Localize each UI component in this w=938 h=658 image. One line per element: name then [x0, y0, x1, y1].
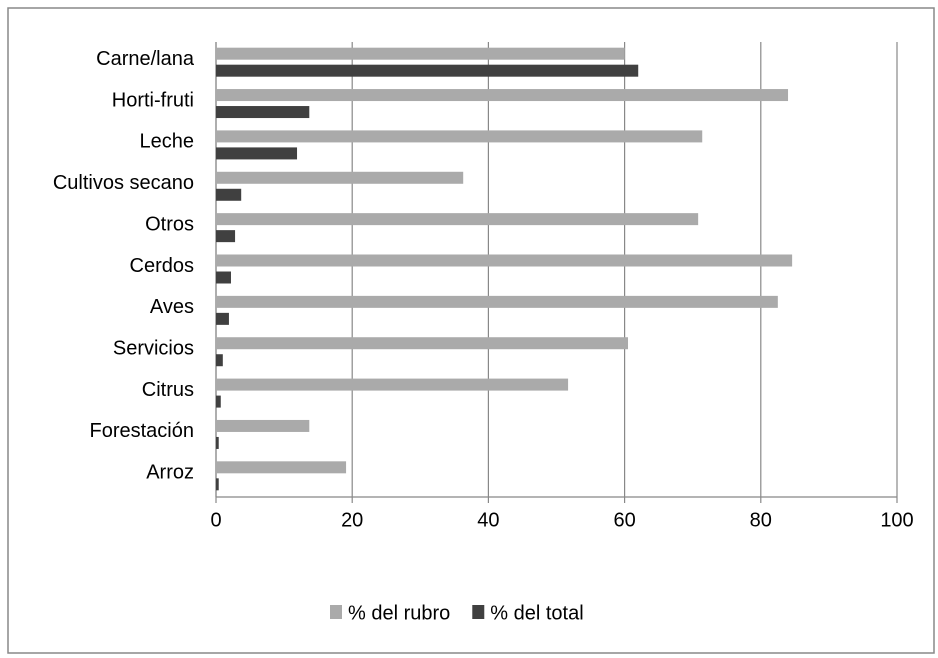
bar: [216, 130, 703, 143]
x-tick-label: 0: [210, 509, 221, 531]
bar: [216, 47, 625, 60]
x-tick-label: 80: [750, 509, 772, 531]
bar: [216, 64, 639, 77]
bar: [216, 147, 298, 160]
bar: [216, 89, 789, 102]
y-tick-label: Arroz: [146, 462, 194, 484]
bar: [216, 188, 242, 201]
legend-swatch: [330, 605, 342, 619]
x-tick-label: 40: [477, 509, 499, 531]
legend-label: % del rubro: [348, 602, 450, 624]
bar: [216, 213, 699, 226]
chart-border: [7, 7, 935, 654]
bar: [216, 354, 223, 367]
legend-label: % del total: [490, 602, 583, 624]
bar: [216, 271, 231, 284]
bar: [216, 436, 219, 449]
y-tick-label: Otros: [145, 213, 194, 235]
bar: [216, 295, 778, 308]
y-tick-label: Cerdos: [130, 255, 194, 277]
bar: [216, 378, 569, 391]
bar: [216, 312, 229, 325]
legend-swatch: [472, 605, 485, 619]
y-tick-label: Cultivos secano: [53, 172, 194, 194]
x-tick-label: 20: [341, 509, 363, 531]
y-tick-label: Aves: [150, 296, 194, 318]
bar: [216, 171, 464, 184]
bar: [216, 106, 310, 119]
y-tick-label: Carne/lana: [96, 48, 195, 70]
bar: [216, 419, 310, 432]
x-tick-label: 100: [880, 509, 913, 531]
y-tick-label: Horti-fruti: [112, 89, 194, 111]
bar: [216, 461, 347, 474]
y-tick-label: Servicios: [113, 338, 194, 360]
bar: [216, 230, 236, 243]
bar: [216, 395, 221, 408]
x-tick-label: 60: [613, 509, 635, 531]
bar: [216, 478, 219, 491]
y-tick-label: Leche: [140, 131, 195, 153]
y-tick-label: Citrus: [142, 379, 194, 401]
y-tick-label: Forestación: [90, 420, 195, 442]
bar: [216, 337, 629, 350]
bar: [216, 254, 793, 267]
